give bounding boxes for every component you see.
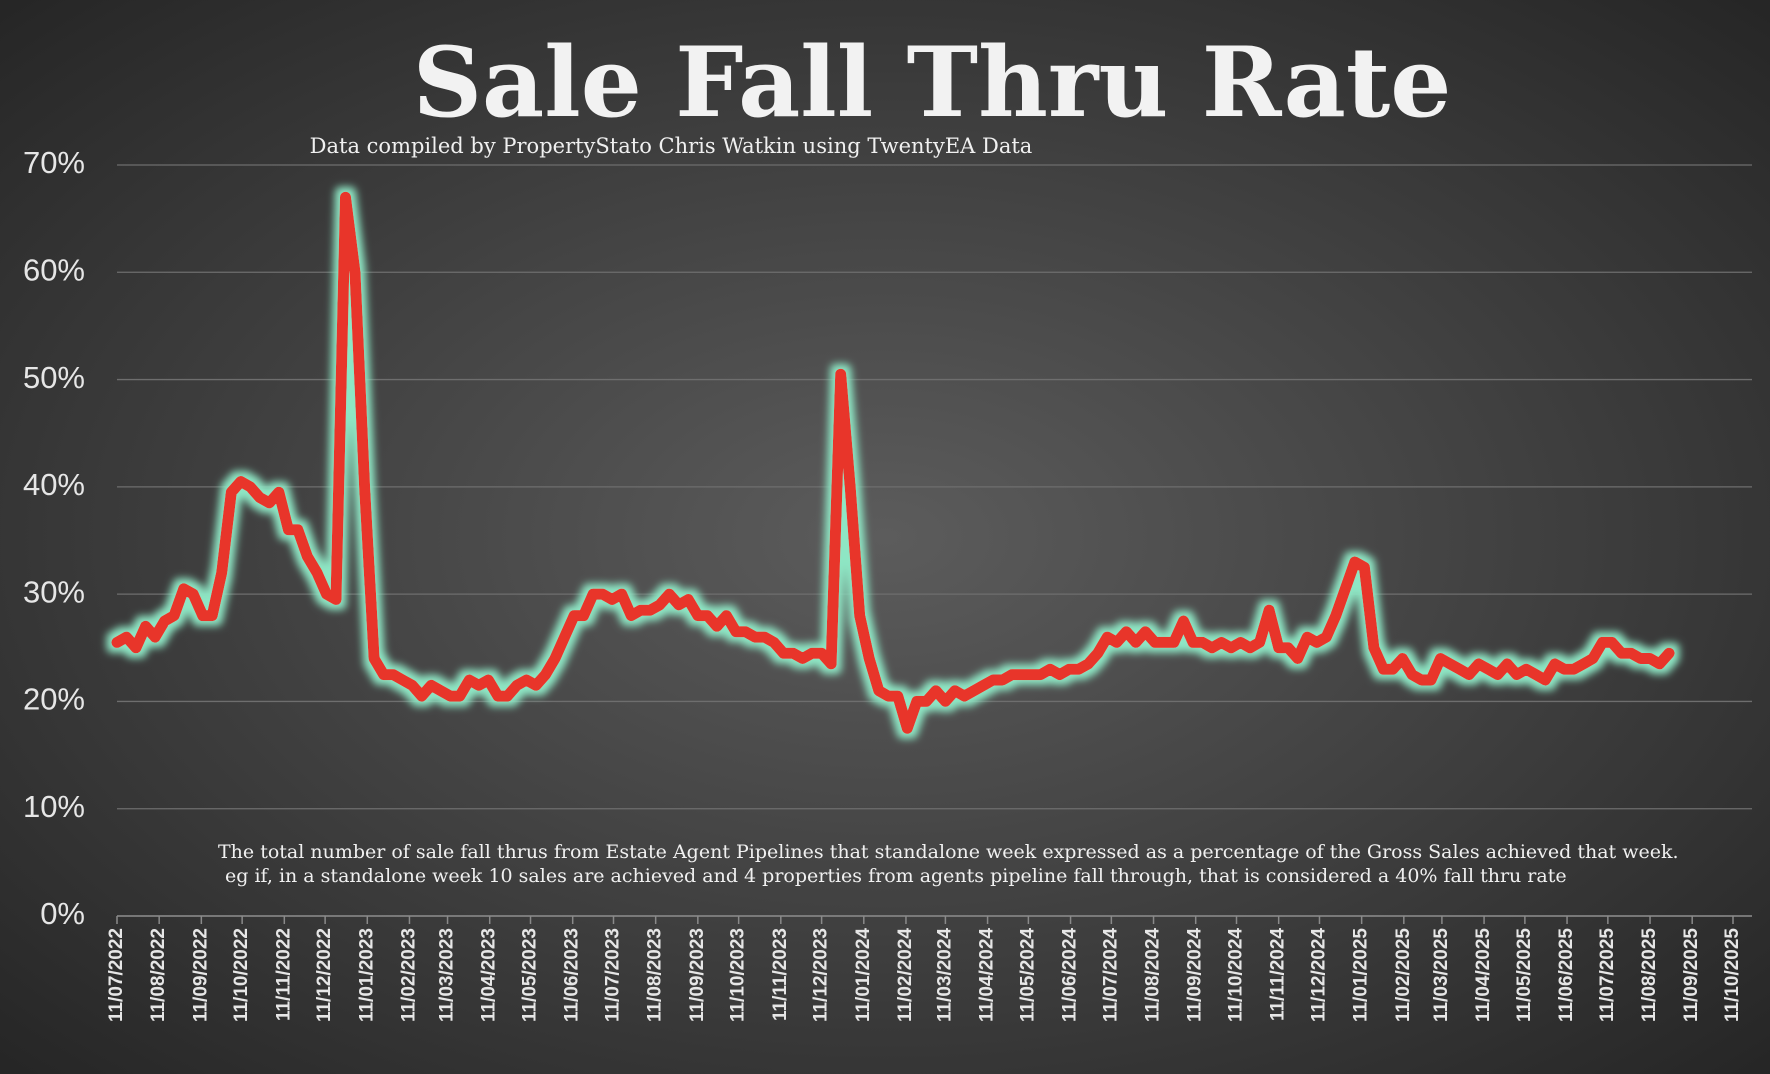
x-tick-label: 11/08/2025 — [1639, 928, 1660, 1022]
x-tick-label: 11/11/2022 — [273, 928, 294, 1021]
x-tick-label: 11/02/2023 — [398, 928, 419, 1022]
x-tick-label: 11/03/2023 — [437, 928, 458, 1022]
x-tick-label: 11/02/2025 — [1393, 928, 1414, 1022]
annotation: eg if, in a standalone week 10 sales are… — [225, 865, 1567, 887]
x-tick-label: 11/09/2023 — [687, 928, 708, 1022]
x-tick-label: 11/10/2022 — [231, 928, 252, 1022]
x-tick-label: 11/09/2025 — [1681, 928, 1702, 1022]
x-tick-label: 11/08/2023 — [645, 928, 666, 1022]
x-tick-label: 11/08/2022 — [148, 928, 169, 1022]
y-tick-label: 0% — [40, 896, 85, 931]
x-tick-label: 11/05/2024 — [1017, 928, 1038, 1022]
x-tick-label: 11/12/2024 — [1308, 928, 1329, 1022]
x-tick-label: 11/04/2025 — [1473, 928, 1494, 1022]
line-series — [111, 191, 1675, 734]
x-tick-label: 11/03/2024 — [934, 928, 955, 1022]
x-tick-label: 11/06/2024 — [1060, 928, 1081, 1022]
x-tick-label: 11/05/2025 — [1514, 928, 1535, 1022]
x-tick-label: 11/07/2024 — [1100, 928, 1121, 1022]
y-tick-label: 40% — [23, 467, 85, 502]
x-tick-label: 11/12/2023 — [811, 928, 832, 1022]
x-tick-label: 11/08/2024 — [1143, 928, 1164, 1022]
x-tick-label: 11/10/2024 — [1226, 928, 1247, 1022]
x-tick-label: 11/11/2023 — [770, 928, 791, 1021]
x-tick-label: 11/01/2025 — [1351, 928, 1372, 1022]
x-tick-label: 11/12/2022 — [314, 928, 335, 1022]
x-tick-label: 11/09/2024 — [1185, 928, 1206, 1022]
x-tick-label: 11/09/2022 — [190, 928, 211, 1022]
x-tick-label: 11/06/2025 — [1556, 928, 1577, 1022]
y-tick-label: 50% — [23, 360, 85, 395]
plot-area: 0% 10% 20% 30% 40% 50% 60% 70% 11/07/2022 11/08/2… — [23, 145, 1752, 1022]
x-tick-label: 11/10/2023 — [728, 928, 749, 1022]
x-tick-label: 11/01/2023 — [356, 928, 377, 1022]
y-tick-label: 30% — [23, 574, 85, 609]
x-tick-label: 11/01/2024 — [853, 928, 874, 1022]
x-tick-label: 11/03/2025 — [1431, 928, 1452, 1022]
x-tick-label: 11/07/2025 — [1597, 928, 1618, 1022]
x-tick-label: 11/02/2024 — [895, 928, 916, 1022]
y-tick-label: 60% — [23, 252, 85, 287]
chart-title: Sale Fall Thru Rate — [413, 26, 1452, 139]
annotation: The total number of sale fall thrus from… — [218, 841, 1679, 863]
x-tick-label: 11/07/2023 — [603, 928, 624, 1022]
x-tick-label: 11/04/2024 — [977, 928, 998, 1022]
y-tick-label: 20% — [23, 682, 85, 717]
x-tick-label: 11/11/2024 — [1268, 928, 1289, 1021]
x-tick-label: 11/10/2025 — [1722, 928, 1743, 1022]
x-tick-label: 11/07/2022 — [106, 928, 127, 1022]
y-tick-label: 10% — [23, 789, 85, 824]
x-tick-label: 11/05/2023 — [520, 928, 541, 1022]
x-tick-label: 11/04/2023 — [479, 928, 500, 1022]
y-tick-label: 70% — [23, 145, 85, 180]
x-tick-label: 11/06/2023 — [562, 928, 583, 1022]
subtitle: Data compiled by PropertyStato Chris Wat… — [310, 134, 1033, 158]
